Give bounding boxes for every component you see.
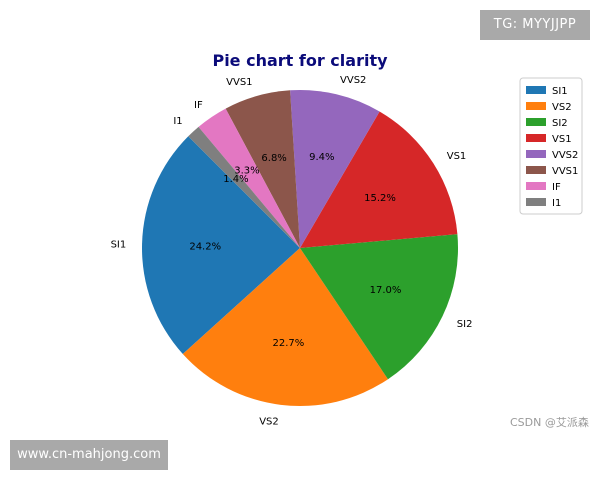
legend-swatch-vvs1 (526, 166, 546, 174)
chart-title: Pie chart for clarity (212, 51, 388, 70)
legend-label-si2: SI2 (552, 118, 568, 129)
legend: SI1 VS2 SI2 VS1 VVS2 VVS1 IF I1 (519, 77, 583, 215)
pie-slices (141, 89, 459, 406)
legend-label-vvs2: VVS2 (552, 150, 578, 161)
pct-label-vs1: 15.2% (364, 193, 396, 204)
category-label-i1: I1 (173, 116, 182, 127)
slice-vvs1 (225, 90, 300, 249)
category-label-vvs1: VVS1 (226, 77, 252, 88)
category-label-if: IF (194, 100, 203, 111)
pct-label-vs2: 22.7% (273, 338, 305, 349)
category-label-vvs2: VVS2 (340, 75, 366, 86)
category-label-si1: SI1 (111, 240, 127, 251)
pct-label-si2: 17.0% (370, 285, 402, 296)
slice-si2 (300, 234, 459, 380)
legend-swatch-vvs2 (526, 150, 546, 158)
site-watermark: www.cn-mahjong.com (10, 440, 168, 470)
slice-vs2 (182, 248, 388, 406)
pct-label-vvs1: 6.8% (261, 153, 286, 164)
category-labels: SI1 VS2 SI2 VS1 VVS2 VVS1 IF I1 (111, 75, 473, 428)
legend-swatch-si2 (526, 118, 546, 126)
legend-swatch-si1 (526, 86, 546, 94)
category-label-vs2: VS2 (259, 416, 279, 427)
legend-label-si1: SI1 (552, 86, 568, 97)
pct-label-if: 3.3% (234, 165, 259, 176)
legend-swatch-i1 (526, 198, 546, 206)
pct-label-vvs2: 9.4% (309, 152, 334, 163)
legend-swatch-vs1 (526, 134, 546, 142)
legend-box (519, 77, 583, 215)
legend-swatch-vs2 (526, 102, 546, 110)
slice-si1 (141, 136, 300, 354)
legend-label-i1: I1 (552, 198, 561, 209)
percentage-labels: 24.2% 22.7% 17.0% 15.2% 9.4% 6.8%3.3%1.4% (189, 152, 401, 349)
slice-i1 (188, 126, 300, 248)
slice-vs1 (300, 111, 458, 249)
slice-if (198, 108, 300, 248)
pct-label-si1: 24.2% (189, 242, 221, 253)
tg-watermark: TG: MYYJJPP (480, 10, 590, 40)
category-label-si2: SI2 (457, 319, 473, 330)
slice-vvs2 (290, 89, 380, 248)
legend-label-vvs1: VVS1 (552, 166, 578, 177)
csdn-watermark: CSDN @艾派森 (510, 416, 589, 429)
legend-label-vs2: VS2 (552, 102, 572, 113)
legend-label-vs1: VS1 (552, 134, 572, 145)
legend-label-if: IF (552, 182, 561, 193)
legend-swatch-if (526, 182, 546, 190)
category-label-vs1: VS1 (447, 151, 467, 162)
pct-label-i1: 1.4% (223, 174, 248, 185)
